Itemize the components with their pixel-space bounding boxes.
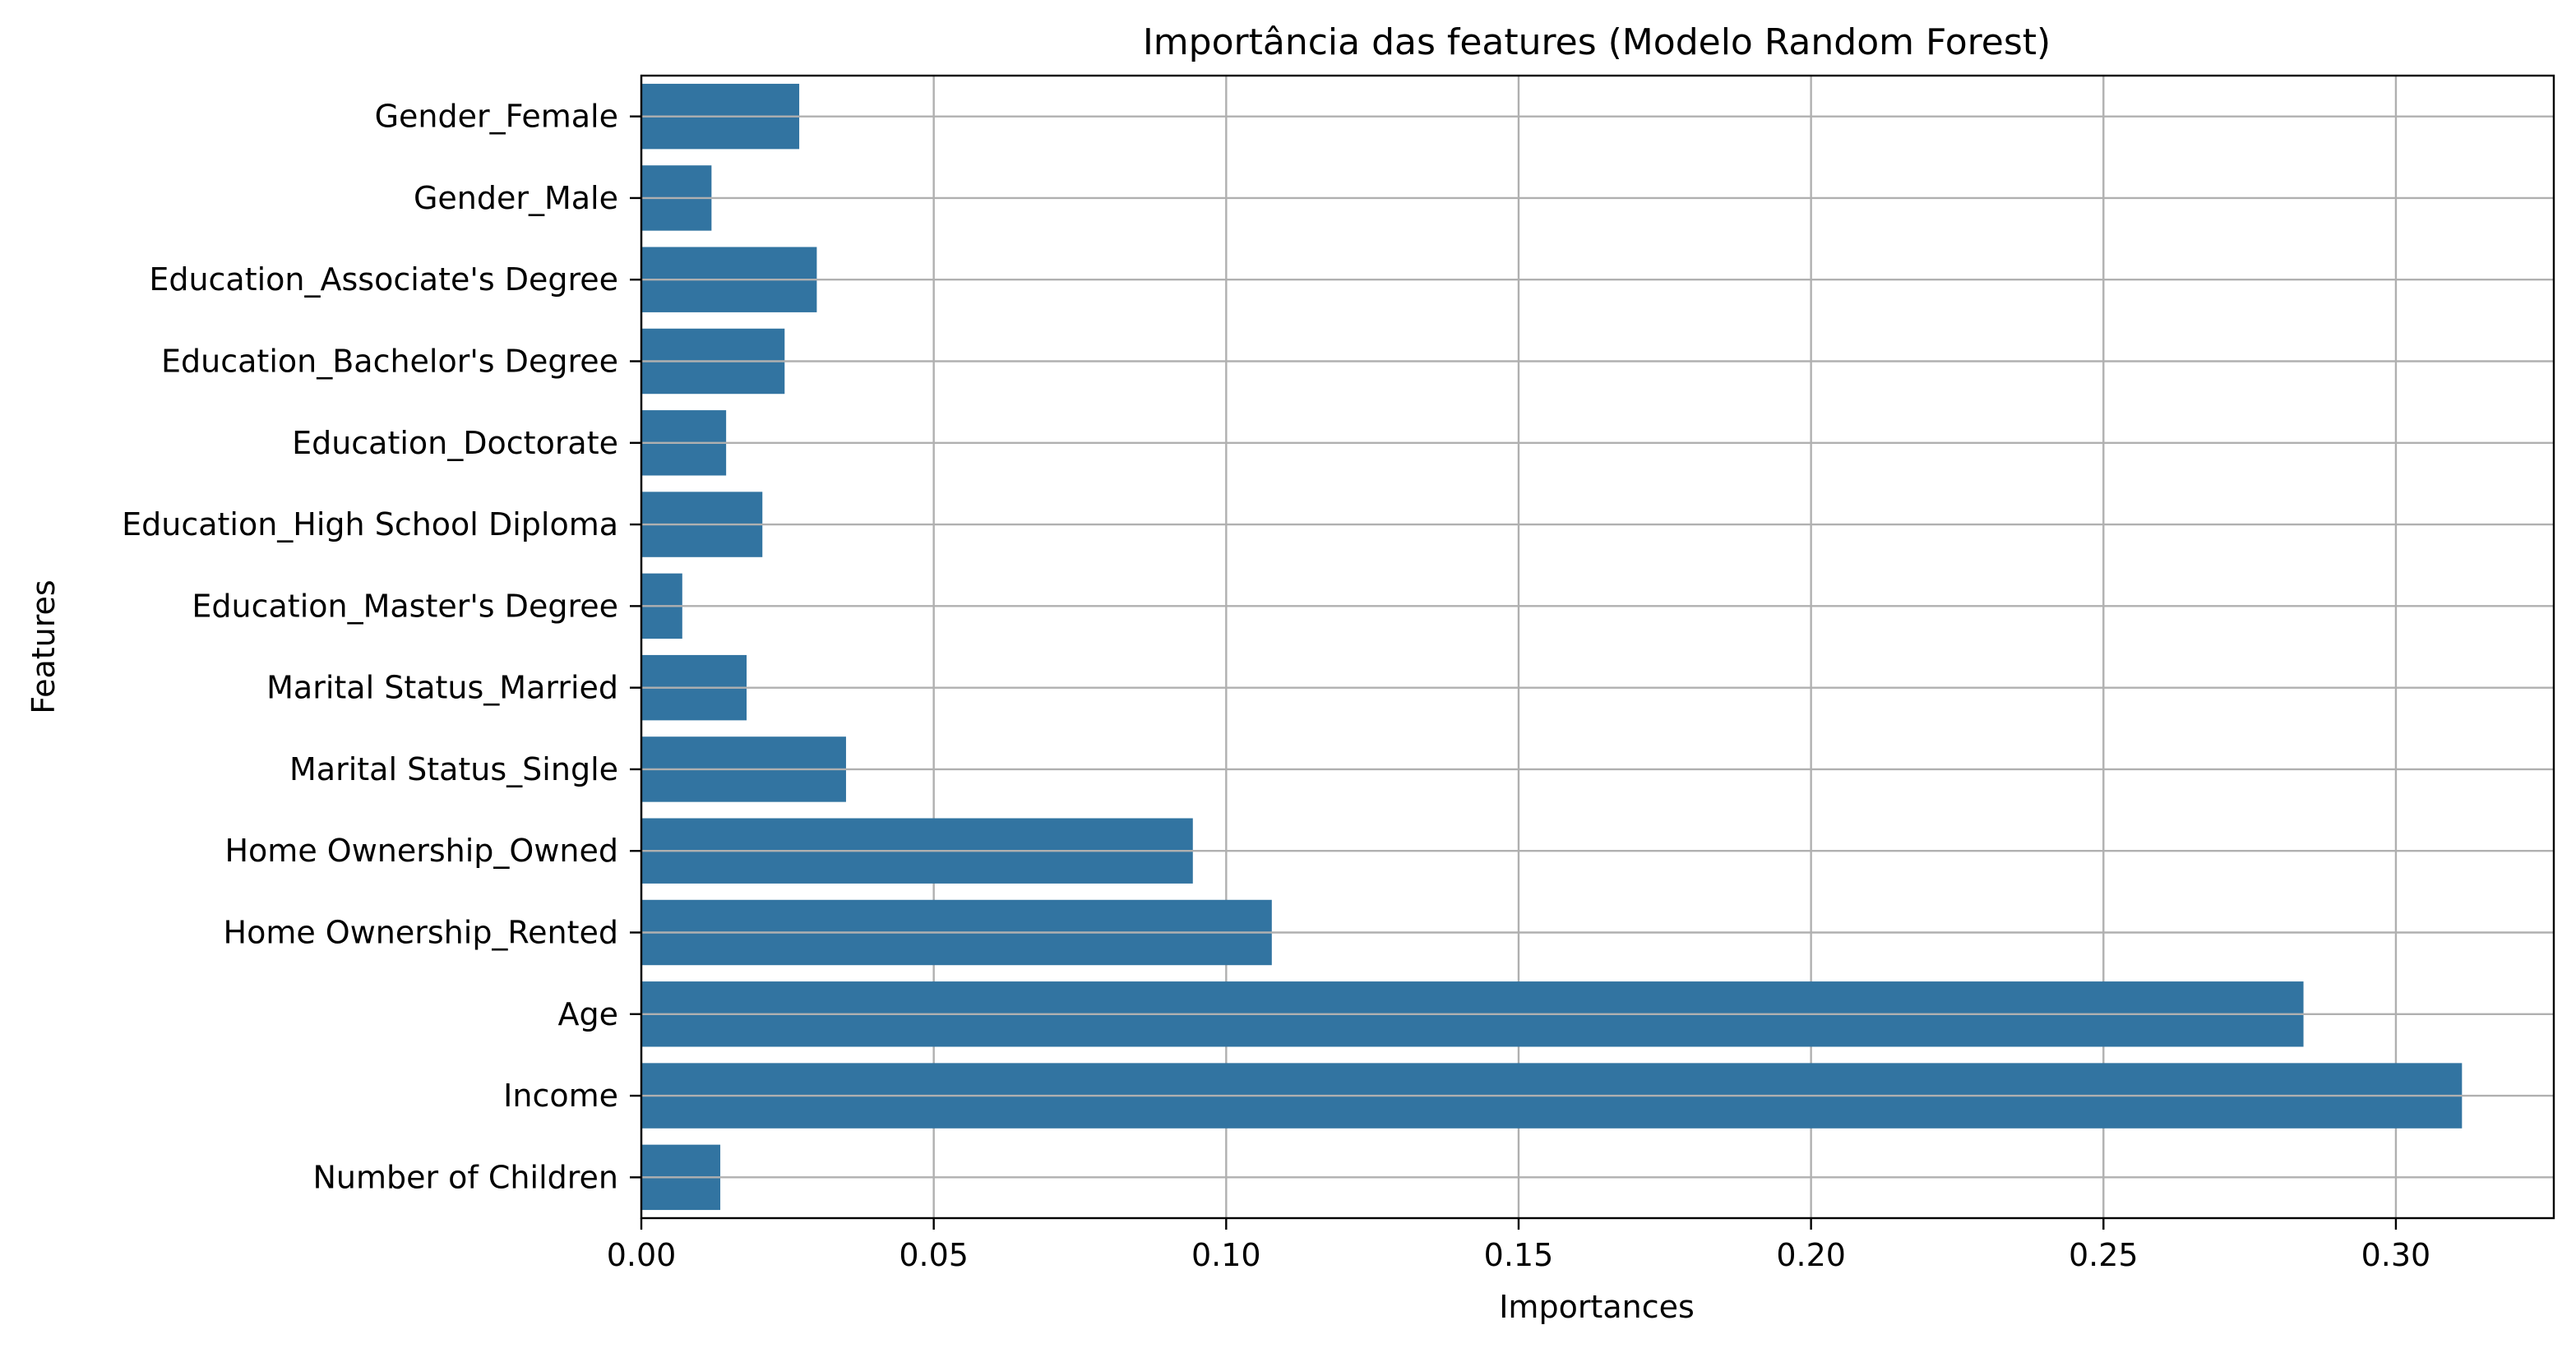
y-axis-label: Features bbox=[25, 579, 62, 713]
y-tick-label: Education_High School Diploma bbox=[122, 506, 618, 542]
x-tick-label: 0.10 bbox=[1191, 1237, 1261, 1273]
chart-title: Importância das features (Modelo Random … bbox=[1143, 21, 2051, 63]
y-tick-label: Home Ownership_Owned bbox=[224, 833, 618, 869]
hgrid-layer bbox=[641, 115, 2554, 1179]
x-tick-label: 0.05 bbox=[899, 1237, 969, 1273]
y-tick-label: Education_Doctorate bbox=[292, 425, 618, 461]
plot-frame bbox=[640, 74, 2555, 1220]
x-tick-label: 0.15 bbox=[1484, 1237, 1554, 1273]
x-tick-label: 0.25 bbox=[2069, 1237, 2139, 1273]
y-tick-label: Home Ownership_Rented bbox=[224, 915, 619, 951]
y-tick-label: Age bbox=[558, 996, 619, 1032]
y-tick-label: Marital Status_Single bbox=[289, 751, 618, 787]
y-tick-label: Gender_Female bbox=[375, 99, 618, 135]
x-tick-label: 0.00 bbox=[607, 1237, 677, 1273]
grid-layer bbox=[640, 76, 2398, 1218]
y-axis: Gender_Female Gender_Male Education_Associ… bbox=[122, 99, 641, 1195]
x-tick-label: 0.30 bbox=[2361, 1237, 2431, 1273]
x-axis-label: Importances bbox=[1499, 1289, 1695, 1325]
y-tick-label: Income bbox=[503, 1078, 618, 1114]
y-tick-label: Marital Status_Married bbox=[266, 670, 618, 706]
x-tick-label: 0.20 bbox=[1776, 1237, 1846, 1273]
y-tick-label: Education_Bachelor's Degree bbox=[161, 344, 618, 380]
y-tick-label: Number of Children bbox=[312, 1159, 618, 1195]
x-axis: 0.00 0.05 0.10 0.15 0.20 0.25 0.30 bbox=[607, 1218, 2431, 1273]
y-tick-label: Education_Associate's Degree bbox=[149, 261, 618, 298]
y-tick-label: Gender_Male bbox=[414, 180, 618, 216]
y-tick-label: Education_Master's Degree bbox=[192, 588, 618, 624]
bars-layer bbox=[641, 83, 2463, 1211]
